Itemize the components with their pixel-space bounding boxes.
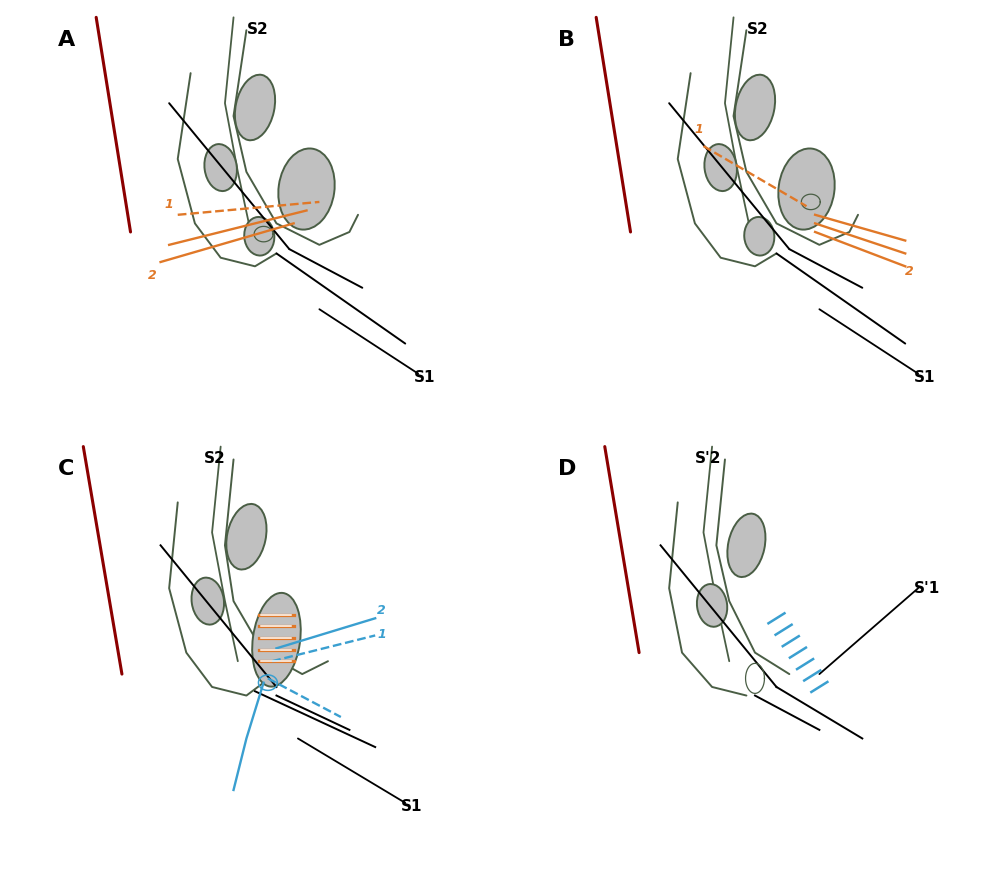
Text: 2: 2 — [148, 269, 156, 282]
Text: S2: S2 — [246, 22, 268, 37]
Text: 1: 1 — [165, 198, 174, 211]
Text: A: A — [58, 31, 75, 50]
Ellipse shape — [192, 577, 224, 625]
Text: B: B — [558, 31, 575, 50]
Ellipse shape — [727, 513, 765, 577]
Ellipse shape — [278, 148, 335, 230]
Text: S2: S2 — [203, 451, 225, 466]
Ellipse shape — [735, 74, 775, 140]
Ellipse shape — [235, 74, 275, 140]
Text: 2: 2 — [905, 265, 914, 278]
Text: S1: S1 — [401, 800, 422, 815]
Text: 1: 1 — [695, 124, 704, 137]
Ellipse shape — [704, 144, 737, 191]
Text: S1: S1 — [414, 371, 435, 385]
Text: S2: S2 — [746, 22, 768, 37]
Ellipse shape — [204, 144, 237, 191]
Ellipse shape — [744, 217, 774, 256]
Text: S1: S1 — [914, 371, 935, 385]
Ellipse shape — [778, 148, 835, 230]
Text: D: D — [558, 459, 576, 479]
Ellipse shape — [226, 504, 267, 569]
Text: 1: 1 — [377, 627, 386, 640]
Text: C: C — [58, 459, 74, 479]
Ellipse shape — [697, 584, 727, 626]
Text: S'1: S'1 — [914, 581, 940, 596]
Text: 2: 2 — [377, 604, 386, 617]
Ellipse shape — [244, 217, 274, 256]
Text: S'2: S'2 — [695, 451, 721, 466]
Ellipse shape — [252, 593, 301, 687]
